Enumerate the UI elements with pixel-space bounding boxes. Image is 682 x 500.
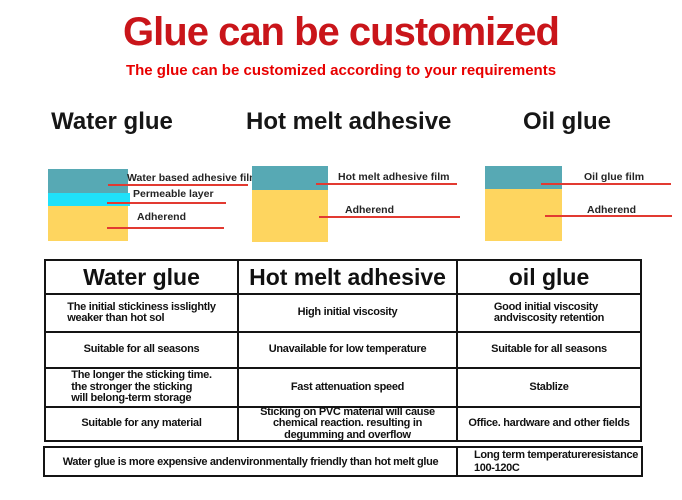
table-cell: Good initial viscosity andviscosity rete… bbox=[458, 295, 640, 333]
oil-glue-heading: Oil glue bbox=[522, 108, 611, 135]
oil-adherend-label: Adherend bbox=[587, 204, 637, 216]
table-footer-row: Water glue is more expensive andenvironm… bbox=[43, 446, 643, 477]
comparison-table: Water glue Hot melt adhesive oil glue Th… bbox=[44, 259, 642, 442]
leader-line bbox=[107, 202, 226, 204]
hotmelt-adherend-layer bbox=[252, 190, 328, 242]
water-permeable-layer bbox=[48, 193, 130, 206]
water-glue-heading: Water glue bbox=[51, 108, 173, 135]
table-cell: The initial stickiness isslightly weaker… bbox=[46, 295, 239, 333]
hot-melt-adhesive-heading: Hot melt adhesive bbox=[246, 108, 452, 135]
hotmelt-adherend-label: Adherend bbox=[345, 204, 395, 216]
table-cell: Suitable for any material bbox=[46, 408, 239, 440]
oil-film-label: Oil glue film bbox=[584, 171, 645, 183]
subtitle: The glue can be customized according to … bbox=[125, 62, 557, 79]
water-adhesive-film-layer bbox=[48, 169, 128, 193]
table-cell: Fast attenuation speed bbox=[239, 369, 458, 408]
oil-film-layer bbox=[485, 166, 562, 189]
table-cell: Stablize bbox=[458, 369, 640, 408]
water-adherend-label: Adherend bbox=[137, 211, 187, 223]
table-cell: The longer the sticking time. the strong… bbox=[46, 369, 239, 408]
table-cell: Office. hardware and other fields bbox=[468, 417, 630, 430]
leader-line bbox=[541, 183, 671, 185]
footer-merged-cell: Water glue is more expensive andenvironm… bbox=[45, 448, 458, 475]
table-cell: Unavailable for low temperature bbox=[239, 333, 458, 369]
leader-line bbox=[545, 215, 672, 217]
leader-line bbox=[108, 184, 248, 186]
header-cell-water-glue: Water glue bbox=[46, 261, 239, 295]
header-cell-hot-melt: Hot melt adhesive bbox=[239, 261, 458, 295]
leader-line bbox=[107, 227, 224, 229]
table-cell: Sticking on PVC material will cause chem… bbox=[239, 406, 458, 441]
header-cell-oil-glue: oil glue bbox=[458, 261, 640, 295]
table-cell: Suitable for all seasons bbox=[46, 333, 239, 369]
table-cell: High initial viscosity bbox=[239, 295, 458, 333]
main-title: Glue can be customized bbox=[123, 10, 560, 54]
leader-line bbox=[319, 216, 460, 218]
water-adherend-layer bbox=[48, 206, 128, 241]
water-film-label: Water based adhesive film bbox=[127, 172, 259, 184]
footer-temperature-cell: Long term temperatureresistance 100-120C bbox=[474, 448, 638, 474]
permeable-layer-label: Permeable layer bbox=[133, 188, 214, 200]
leader-line bbox=[316, 183, 457, 185]
hotmelt-film-label: Hot melt adhesive film bbox=[338, 171, 450, 183]
table-cell: Suitable for all seasons bbox=[458, 333, 640, 369]
hotmelt-film-layer bbox=[252, 166, 328, 190]
